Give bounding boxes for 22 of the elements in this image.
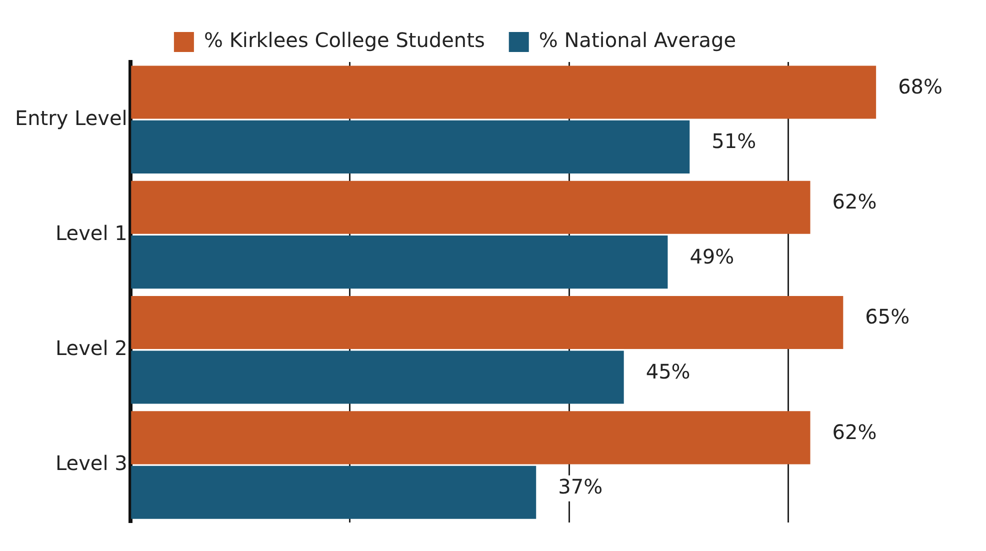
bar [131,66,876,119]
y-tick-label: Level 3 [55,451,128,476]
bar [131,466,536,519]
bar [131,350,624,404]
data-label: 62% [832,420,877,444]
bar [131,236,668,289]
bar [131,120,690,174]
y-tick-label: Level 2 [55,336,128,360]
bar [131,411,810,464]
data-label: 51% [712,129,756,154]
data-label: 49% [690,244,734,268]
legend-label: % National Average [538,28,736,52]
bar [131,180,810,234]
data-label: 68% [898,74,943,98]
y-tick-label: Entry Level [14,106,128,130]
y-tick-label: Level 1 [55,220,128,245]
bar [131,296,844,350]
data-label: 65% [865,304,910,329]
data-label: 45% [646,359,690,384]
data-label: 37% [558,474,603,499]
data-label: 62% [832,190,877,214]
legend-label: % Kirklees College Students [204,28,485,52]
